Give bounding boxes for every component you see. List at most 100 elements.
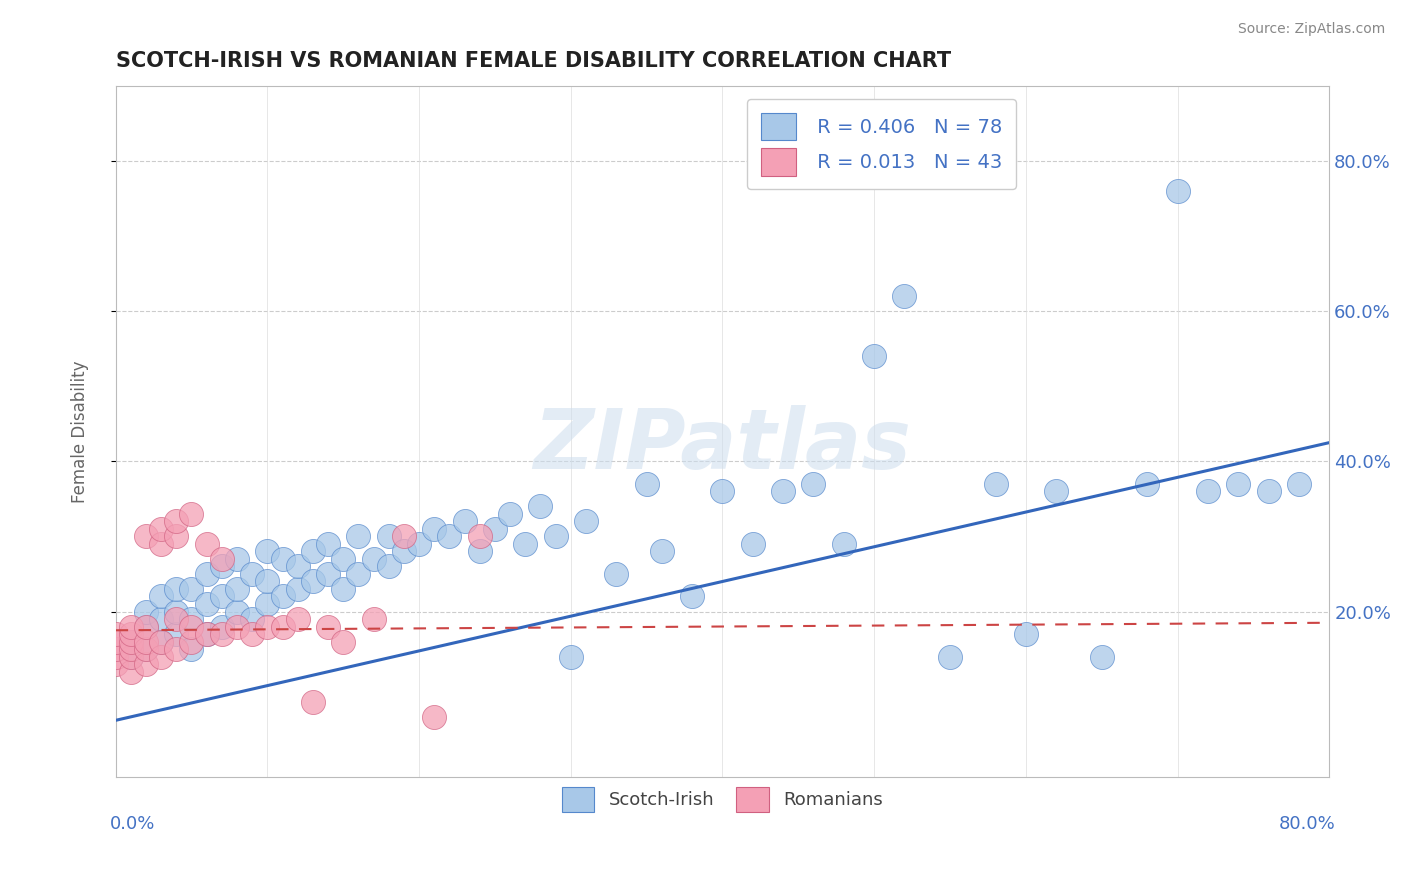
- Point: [120, 634, 142, 648]
- Point: [240, 627, 263, 641]
- Point: [195, 597, 218, 611]
- Point: [651, 544, 673, 558]
- Point: [287, 612, 309, 626]
- Point: [165, 612, 187, 626]
- Point: [529, 500, 551, 514]
- Point: [180, 619, 202, 633]
- Point: [515, 537, 537, 551]
- Point: [347, 566, 370, 581]
- Point: [392, 529, 415, 543]
- Point: [287, 582, 309, 596]
- Point: [377, 529, 399, 543]
- Point: [863, 349, 886, 363]
- Point: [150, 634, 173, 648]
- Point: [271, 552, 294, 566]
- Point: [195, 627, 218, 641]
- Point: [256, 597, 278, 611]
- Point: [1091, 649, 1114, 664]
- Point: [150, 634, 173, 648]
- Point: [605, 566, 627, 581]
- Point: [636, 477, 658, 491]
- Point: [1197, 484, 1219, 499]
- Point: [1227, 477, 1250, 491]
- Point: [120, 634, 142, 648]
- Point: [984, 477, 1007, 491]
- Point: [544, 529, 567, 543]
- Point: [287, 559, 309, 574]
- Point: [180, 582, 202, 596]
- Point: [226, 605, 249, 619]
- Point: [560, 649, 582, 664]
- Point: [302, 695, 325, 709]
- Text: 0.0%: 0.0%: [110, 814, 155, 832]
- Text: ZIPatlas: ZIPatlas: [533, 405, 911, 485]
- Point: [211, 590, 233, 604]
- Point: [165, 642, 187, 657]
- Point: [120, 619, 142, 633]
- Point: [256, 619, 278, 633]
- Point: [165, 605, 187, 619]
- Point: [302, 544, 325, 558]
- Point: [120, 649, 142, 664]
- Point: [423, 522, 446, 536]
- Point: [1257, 484, 1279, 499]
- Point: [1167, 184, 1189, 198]
- Point: [180, 507, 202, 521]
- Point: [484, 522, 506, 536]
- Point: [195, 566, 218, 581]
- Point: [681, 590, 703, 604]
- Point: [135, 642, 157, 657]
- Point: [423, 709, 446, 723]
- Point: [120, 665, 142, 679]
- Point: [135, 657, 157, 671]
- Legend: Scotch-Irish, Romanians: Scotch-Irish, Romanians: [555, 780, 890, 820]
- Point: [332, 582, 354, 596]
- Text: SCOTCH-IRISH VS ROMANIAN FEMALE DISABILITY CORRELATION CHART: SCOTCH-IRISH VS ROMANIAN FEMALE DISABILI…: [115, 51, 950, 70]
- Point: [316, 619, 339, 633]
- Point: [893, 289, 915, 303]
- Point: [453, 515, 475, 529]
- Point: [135, 619, 157, 633]
- Point: [120, 642, 142, 657]
- Point: [211, 552, 233, 566]
- Point: [104, 649, 127, 664]
- Point: [377, 559, 399, 574]
- Point: [256, 574, 278, 589]
- Point: [135, 619, 157, 633]
- Point: [711, 484, 734, 499]
- Point: [741, 537, 763, 551]
- Point: [226, 619, 249, 633]
- Point: [150, 590, 173, 604]
- Point: [226, 582, 249, 596]
- Point: [256, 544, 278, 558]
- Point: [135, 529, 157, 543]
- Point: [226, 552, 249, 566]
- Point: [165, 529, 187, 543]
- Point: [195, 537, 218, 551]
- Point: [180, 612, 202, 626]
- Point: [499, 507, 522, 521]
- Point: [211, 559, 233, 574]
- Point: [135, 605, 157, 619]
- Point: [104, 627, 127, 641]
- Point: [195, 627, 218, 641]
- Point: [468, 544, 491, 558]
- Point: [211, 627, 233, 641]
- Point: [332, 634, 354, 648]
- Point: [803, 477, 825, 491]
- Point: [939, 649, 962, 664]
- Point: [104, 634, 127, 648]
- Point: [104, 657, 127, 671]
- Point: [165, 582, 187, 596]
- Point: [408, 537, 430, 551]
- Point: [1045, 484, 1067, 499]
- Point: [135, 642, 157, 657]
- Point: [104, 642, 127, 657]
- Point: [772, 484, 794, 499]
- Point: [240, 612, 263, 626]
- Point: [150, 612, 173, 626]
- Point: [1136, 477, 1159, 491]
- Point: [332, 552, 354, 566]
- Point: [150, 522, 173, 536]
- Point: [180, 634, 202, 648]
